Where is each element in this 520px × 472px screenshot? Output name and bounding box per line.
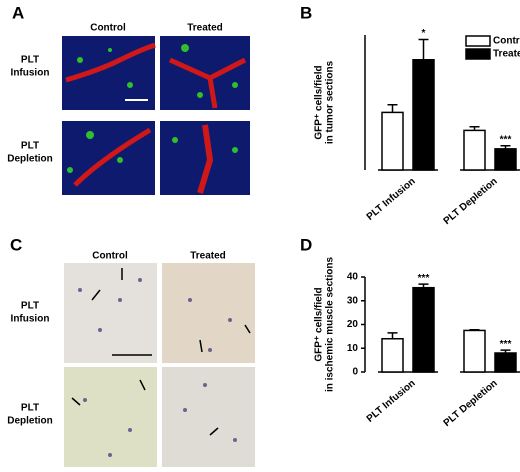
x-tick-label: PLT Infusion	[365, 176, 418, 223]
significance: ***	[500, 339, 512, 350]
row-label: PLT	[21, 55, 39, 66]
x-tick-label: PLT Depletion	[442, 378, 500, 429]
panel-letter: B	[300, 3, 312, 22]
row-label: Depletion	[7, 416, 53, 427]
error-bar	[387, 104, 398, 113]
error-bar	[500, 349, 511, 353]
panel-letter: A	[12, 3, 24, 22]
y-tick-label: 30	[347, 295, 359, 306]
y-axis-label: GFP⁺ cells/field	[314, 287, 325, 361]
bar	[412, 59, 435, 171]
legend-label: Control	[493, 36, 520, 47]
x-tick-label: PLT Depletion	[442, 176, 500, 227]
legend-swatch	[465, 35, 491, 47]
y-axis-label: in ischemic muscle sections	[325, 257, 336, 392]
panel-letter: D	[300, 235, 312, 254]
bar	[494, 352, 517, 373]
bar	[463, 329, 486, 373]
row-label: Infusion	[11, 314, 50, 325]
error-bar	[469, 126, 480, 131]
error-bar	[387, 332, 398, 339]
panel-letter: C	[10, 235, 22, 254]
fluorescence-images	[62, 36, 250, 195]
row-label: PLT	[21, 141, 39, 152]
row-label: PLT	[21, 301, 39, 312]
y-axis-label: in tumor sections	[325, 60, 336, 144]
bar	[381, 338, 404, 373]
column-header: Treated	[190, 251, 226, 262]
legend-swatch	[465, 48, 491, 60]
column-header: Treated	[187, 23, 223, 34]
bar	[494, 148, 517, 171]
y-tick-label: 10	[347, 343, 359, 354]
y-tick-label: 0	[352, 367, 358, 378]
significance: ***	[500, 134, 512, 145]
x-tick-label: PLT Infusion	[365, 378, 418, 425]
row-label: Depletion	[7, 154, 53, 165]
y-tick-label: 20	[347, 319, 359, 330]
bar	[381, 111, 404, 171]
bar	[412, 286, 435, 373]
error-bar	[418, 283, 429, 288]
legend-label: Treated	[493, 49, 520, 60]
significance: ***	[418, 273, 430, 284]
significance: *	[422, 28, 426, 39]
row-label: PLT	[21, 403, 39, 414]
error-bar	[469, 328, 480, 331]
column-header: Control	[92, 251, 128, 262]
column-header: Control	[90, 23, 126, 34]
row-label: Infusion	[11, 68, 50, 79]
y-tick-label: 40	[347, 272, 359, 283]
error-bar	[500, 144, 511, 149]
histology-images	[64, 263, 255, 467]
y-axis-label: GFP⁺ cells/field	[314, 65, 325, 139]
error-bar	[418, 38, 429, 60]
bar	[463, 129, 486, 171]
